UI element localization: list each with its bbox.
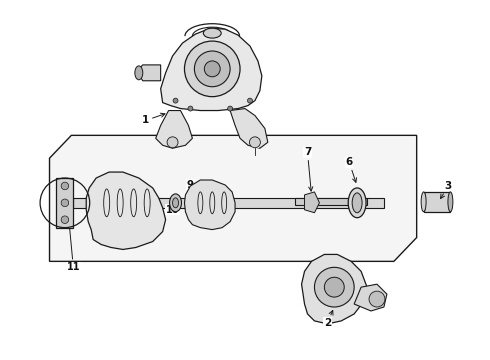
Polygon shape	[301, 255, 367, 324]
Text: 6: 6	[345, 157, 357, 182]
Text: 4: 4	[251, 137, 259, 147]
Polygon shape	[294, 198, 367, 205]
Ellipse shape	[421, 192, 426, 212]
Polygon shape	[230, 109, 268, 148]
Polygon shape	[354, 284, 387, 311]
Circle shape	[61, 216, 69, 224]
Text: 7: 7	[304, 147, 313, 191]
Circle shape	[369, 291, 385, 307]
Ellipse shape	[348, 188, 366, 218]
Circle shape	[167, 137, 178, 148]
Circle shape	[188, 106, 193, 111]
Polygon shape	[139, 65, 161, 81]
Circle shape	[247, 98, 252, 103]
Circle shape	[195, 51, 230, 87]
Text: 5: 5	[58, 205, 65, 215]
Circle shape	[204, 61, 220, 77]
Text: 8: 8	[115, 198, 126, 213]
Ellipse shape	[352, 193, 362, 213]
Circle shape	[61, 182, 69, 190]
Circle shape	[228, 106, 233, 111]
Circle shape	[315, 267, 354, 307]
Polygon shape	[156, 111, 193, 148]
Circle shape	[184, 41, 240, 96]
Ellipse shape	[135, 66, 143, 80]
Text: 1: 1	[142, 113, 165, 126]
Text: 9: 9	[187, 180, 207, 193]
Polygon shape	[184, 180, 235, 230]
Circle shape	[324, 277, 344, 297]
Circle shape	[173, 98, 178, 103]
Circle shape	[61, 199, 69, 207]
Polygon shape	[86, 172, 166, 249]
Text: 2: 2	[324, 311, 333, 328]
Polygon shape	[49, 135, 416, 261]
Ellipse shape	[448, 192, 453, 212]
Polygon shape	[305, 192, 319, 213]
Polygon shape	[161, 28, 262, 111]
Text: 11: 11	[64, 182, 80, 272]
Polygon shape	[424, 192, 450, 212]
Ellipse shape	[170, 194, 181, 212]
Polygon shape	[56, 178, 74, 228]
Text: 10: 10	[166, 199, 179, 215]
Ellipse shape	[172, 198, 178, 208]
Text: 3: 3	[441, 181, 452, 199]
Polygon shape	[74, 198, 384, 208]
Circle shape	[249, 137, 260, 148]
Ellipse shape	[203, 28, 221, 38]
